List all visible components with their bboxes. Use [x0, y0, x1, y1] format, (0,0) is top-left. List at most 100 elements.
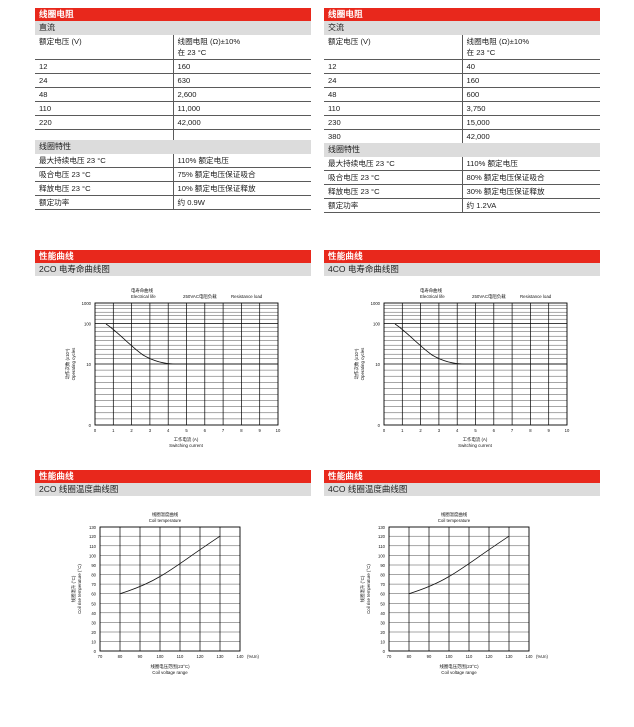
chart-life-4co-axis-labels: 工作电流 (A) Switching current 动作次数 (x10⁴) O… [353, 347, 493, 448]
chart-life-4co-grid [383, 302, 568, 426]
dc-char-val-0: 110% 额定电压 [172, 153, 311, 168]
dc-voltage-0: 12 [35, 59, 173, 74]
life2-ylabel-en: Operating cycles [71, 347, 76, 381]
table-row: 释放电压 23 °C 10% 额定电压保证释放 [35, 181, 311, 196]
dc-subheader-cell: 直流 [35, 21, 311, 35]
life2-ytick-10: 10 [86, 362, 91, 367]
life4-xtick-8: 8 [529, 428, 532, 433]
life2-xtick-5: 5 [185, 428, 188, 433]
life4-xtick-1: 1 [401, 428, 404, 433]
life4-ytick-1000: 1000 [371, 301, 381, 306]
table-row: 24 630 [35, 73, 311, 88]
life2-title-cn: 电寿命曲线 [131, 287, 154, 294]
life4-xtick-0: 0 [383, 428, 386, 433]
temp4-xtick-120: 120 [486, 654, 494, 659]
coil-resistance-dc-table: 直流 额定电压 (V) 线圈电阻 (Ω)±10% 在 23 °C 12 160 … [35, 21, 311, 210]
temp4-xtick-80: 80 [407, 654, 412, 659]
dc-resistance-2: 2,600 [172, 87, 311, 102]
table-row: 额定功率 约 1.2VA [324, 198, 600, 213]
temp2-xtick-120: 120 [197, 654, 205, 659]
ac-resistance-0: 40 [461, 59, 600, 74]
temp2-xtick-110: 110 [177, 654, 184, 659]
dc-char-key-0: 最大持续电压 23 °C [35, 153, 173, 168]
life4-curve [394, 323, 567, 365]
ac-subheader-cell: 交流 [324, 21, 600, 35]
chart-life-2co-axis-labels: 工作电流 (A) Switching current 动作次数 (x10⁴) O… [64, 347, 204, 448]
section-header-3: 性能曲线 [324, 470, 600, 483]
ac-resistance-1: 160 [461, 73, 600, 88]
chart-temp-4co-svg: 线圈温度曲线 Coil temperature [359, 511, 548, 675]
temp2-title-en: Coil temperature [149, 518, 182, 523]
temp2-curve [119, 535, 221, 595]
dc-col2-header-line1: 线圈电阻 (Ω)±10% [177, 37, 241, 46]
temp4-ytick-20: 20 [380, 630, 385, 635]
table-row: 110 3,750 [324, 101, 600, 116]
chart-life-4co-xticks: 0 1 2 3 4 5 6 7 8 9 10 [383, 428, 570, 433]
ac-subheader-row: 交流 [324, 21, 600, 35]
temp4-title-cn: 线圈温度曲线 [441, 511, 468, 518]
chart-temp-2co-grid [99, 526, 241, 652]
chart-temp-2co-titles: 线圈温度曲线 Coil temperature [149, 511, 182, 523]
temp2-xunit: (%Un) [247, 654, 259, 659]
temp4-ytick-70: 70 [380, 582, 385, 587]
table-row: 额定功率 约 0.9W [35, 195, 311, 210]
life4-xlabel-en: Switching current [458, 443, 492, 448]
temp4-xlabel-en: Coil voltage range [441, 670, 477, 675]
ac-voltage-4: 230 [324, 115, 462, 130]
section-subheader-3: 4CO 线圈温度曲线图 [324, 483, 600, 496]
coil-resistance-ac-panel: 线圈电阻 交流 额定电压 (V) 线圈电阻 (Ω)±10% 在 23 °C 12… [324, 8, 600, 213]
temp4-xtick-100: 100 [446, 654, 454, 659]
table-row: 最大持续电压 23 °C 110% 额定电压 [35, 153, 311, 168]
temp2-ytick-90: 90 [91, 563, 96, 568]
chart-temp-2co: 线圈温度曲线 Coil temperature [35, 503, 311, 678]
temp4-vgrid [408, 527, 510, 651]
dc-voltage-1: 24 [35, 73, 173, 88]
life2-note-cn: 250VAC电阻负载 [183, 293, 217, 300]
life4-xtick-3: 3 [438, 428, 441, 433]
section-header-2: 性能曲线 [35, 470, 311, 483]
life4-note-en: Resistance load [520, 294, 552, 299]
life2-xtick-3: 3 [149, 428, 152, 433]
life2-xtick-9: 9 [259, 428, 262, 433]
temp2-ytick-100: 100 [89, 553, 97, 558]
dc-table-body: 直流 额定电压 (V) 线圈电阻 (Ω)±10% 在 23 °C 12 160 … [35, 21, 311, 210]
life4-ytick-100: 100 [373, 322, 381, 327]
table-row: 48 2,600 [35, 87, 311, 102]
chart-life-2co-svg: 电寿命曲线 Electrical life 250VAC电阻负载 Resista… [64, 287, 281, 448]
temp2-xtick-130: 130 [217, 654, 225, 659]
ac-col2-header: 线圈电阻 (Ω)±10% 在 23 °C [461, 34, 600, 60]
dc-resistance-3: 11,000 [172, 101, 311, 116]
table-row: 释放电压 23 °C 30% 额定电压保证释放 [324, 184, 600, 199]
temp2-ytick-20: 20 [91, 630, 96, 635]
life2-xtick-0: 0 [94, 428, 97, 433]
table-row: 380 42,000 [324, 129, 600, 143]
section-subheader-1: 4CO 电寿命曲线图 [324, 263, 600, 276]
panel-header-ac: 线圈电阻 [324, 8, 600, 21]
coil-resistance-ac-table: 交流 额定电压 (V) 线圈电阻 (Ω)±10% 在 23 °C 12 40 2… [324, 21, 600, 213]
life4-title-cn: 电寿命曲线 [420, 287, 443, 294]
dc-col2-header-line2: 在 23 °C [177, 48, 207, 57]
dc-char-val-2: 10% 额定电压保证释放 [172, 181, 311, 196]
temp4-ylabel-en: Coil rise temperature (°C) [366, 564, 371, 614]
temp2-ytick-10: 10 [91, 640, 96, 645]
life2-xtick-2: 2 [130, 428, 133, 433]
ac-char-val-3: 约 1.2VA [461, 198, 600, 213]
ac-table-body: 交流 额定电压 (V) 线圈电阻 (Ω)±10% 在 23 °C 12 40 2… [324, 21, 600, 213]
chart-temp-2co-xticks: 70 80 90 100 110 120 130 140 (%Un) [98, 654, 260, 659]
life2-ytick-100: 100 [84, 322, 92, 327]
chart-temp-2co-yticks: 130 120 110 100 90 80 70 60 50 40 30 20 … [89, 525, 97, 654]
table-row: 24 160 [324, 73, 600, 88]
temp2-ytick-40: 40 [91, 611, 96, 616]
ac-resistance-2: 600 [461, 87, 600, 102]
ac-voltage-3: 110 [324, 101, 462, 116]
dc-spacer-cell-2 [172, 129, 311, 140]
life2-ylabel-cn: 动作次数 (x10⁴) [64, 348, 71, 379]
temp4-ytick-120: 120 [378, 534, 386, 539]
ac-voltage-1: 24 [324, 73, 462, 88]
temp2-xlabel-cn: 线圈电压范围(23°C) [150, 663, 190, 670]
ac-voltage-5: 380 [328, 132, 341, 141]
temp4-xtick-110: 110 [466, 654, 473, 659]
temp4-ytick-60: 60 [380, 592, 385, 597]
table-row: 12 160 [35, 59, 311, 74]
temp2-ytick-120: 120 [89, 534, 97, 539]
